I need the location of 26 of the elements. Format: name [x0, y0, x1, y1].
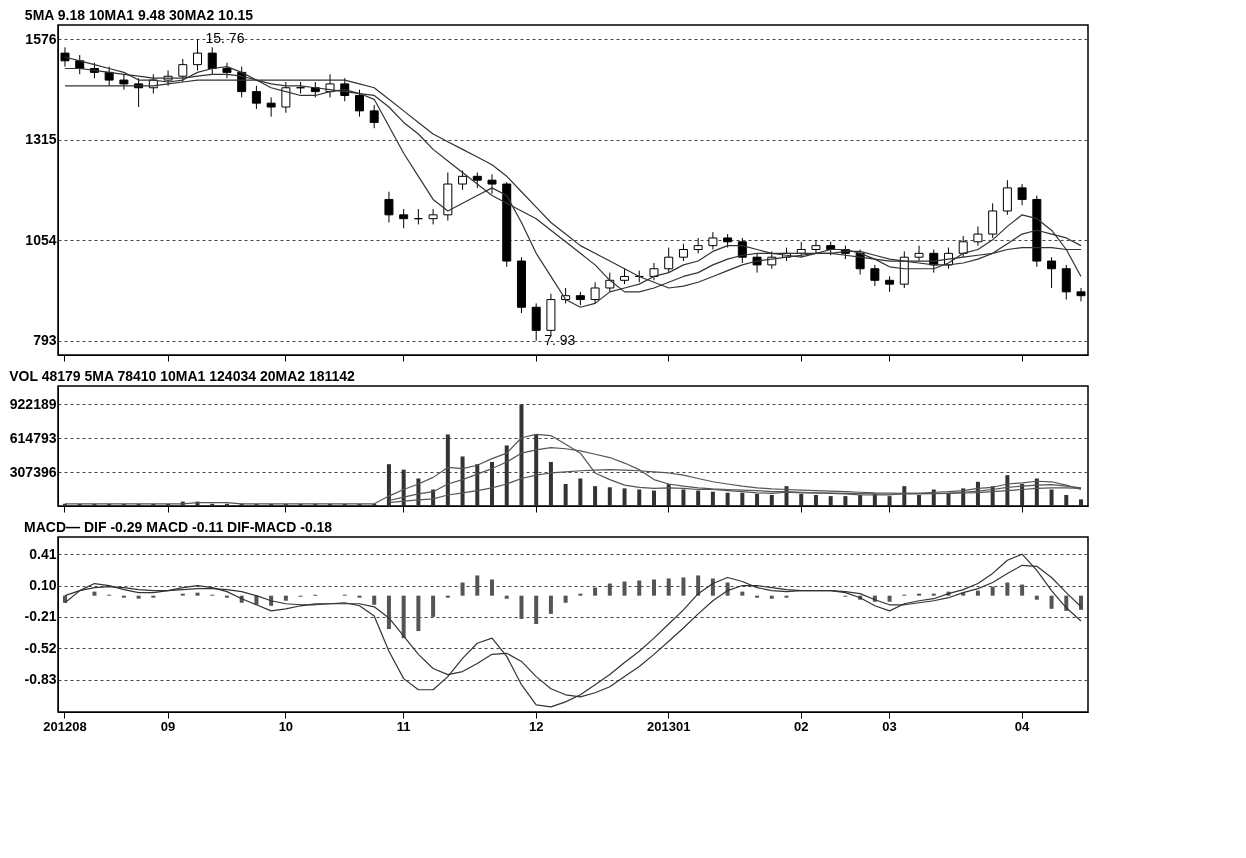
y-tick-label: 1054 [25, 231, 57, 248]
x-tick-label: 02 [794, 718, 809, 734]
x-tick-label: 201301 [647, 718, 691, 734]
y-tick-label: 307396 [9, 463, 57, 480]
y-tick-label: 922189 [9, 395, 57, 412]
chart-title: 5MA 9.18 10MA1 9.48 30MA2 10.15 [24, 7, 254, 23]
y-tick-label: 0.10 [29, 577, 57, 594]
annotation: 15. 76 [205, 30, 245, 47]
chart-title: VOL 48179 5MA 78410 10MA1 124034 20MA2 181142 [9, 368, 356, 384]
y-tick-label: -0.21 [24, 608, 57, 625]
x-tick-label: 201208 [43, 718, 87, 734]
annotation: 7. 93 [544, 331, 576, 348]
x-tick-label: 10 [278, 718, 294, 734]
x-tick-label: 12 [528, 718, 544, 734]
y-tick-label: 1315 [25, 131, 57, 148]
chart-title: MACD— DIF -0.29 MACD -0.11 DIF-MACD -0.18 [24, 519, 333, 535]
y-tick-label: 793 [33, 332, 57, 349]
x-tick-label: 11 [396, 718, 411, 734]
y-tick-label: -0.83 [24, 671, 57, 688]
x-tick-label: 09 [160, 718, 176, 734]
y-tick-label: 614793 [9, 429, 57, 446]
y-tick-label: 0.41 [29, 545, 57, 562]
x-tick-label: 03 [882, 718, 897, 734]
x-tick-label: 04 [1014, 718, 1031, 734]
y-tick-label: 1576 [25, 30, 57, 47]
y-tick-label: -0.52 [24, 639, 57, 656]
